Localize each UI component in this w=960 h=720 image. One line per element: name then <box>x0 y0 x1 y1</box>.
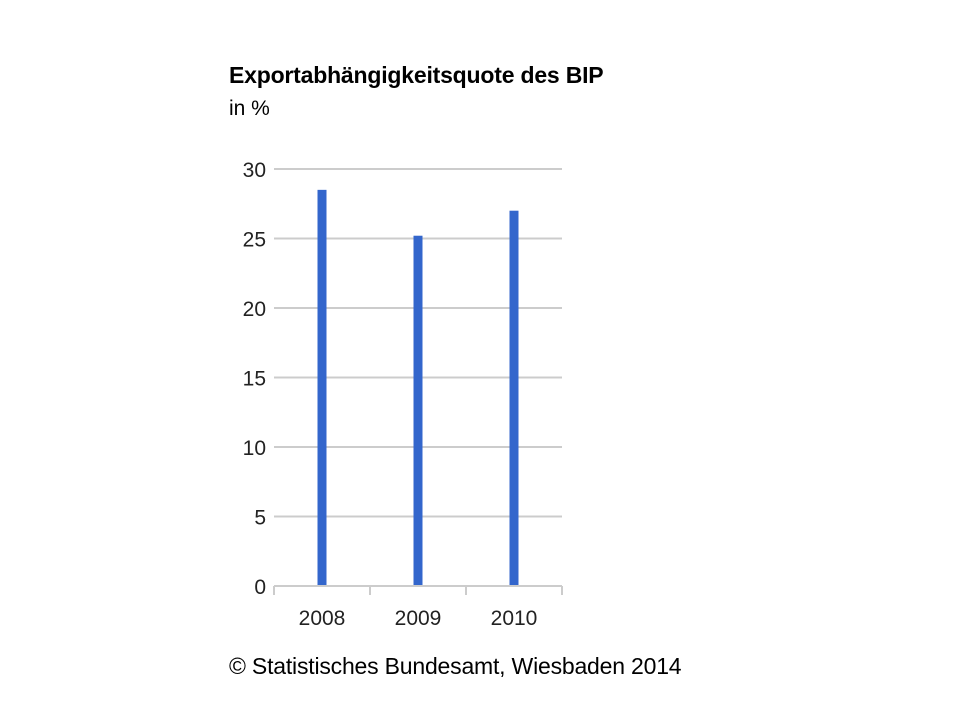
bar-2008 <box>317 189 327 586</box>
source-note: © Statistisches Bundesamt, Wiesbaden 201… <box>229 653 682 679</box>
x-axis: 2008 2009 2010 <box>273 585 563 630</box>
y-tick-label: 10 <box>243 437 266 460</box>
chart-subtitle: in % <box>229 97 270 120</box>
x-tick-label: 2009 <box>395 607 442 630</box>
y-tick-label: 25 <box>243 229 266 252</box>
bars <box>317 189 519 586</box>
y-tick-label: 5 <box>254 507 266 530</box>
bar-2009 <box>413 235 423 586</box>
y-tick-label: 30 <box>243 159 266 182</box>
y-tick-label: 15 <box>243 368 266 391</box>
chart-title: Exportabhängigkeitsquote des BIP <box>229 62 604 88</box>
x-tick-label: 2008 <box>299 607 346 630</box>
x-tick-label: 2010 <box>491 607 538 630</box>
y-tick-label: 0 <box>254 576 266 599</box>
y-axis-ticks: 0 5 10 15 20 25 30 <box>243 159 266 599</box>
bar-2010 <box>509 210 519 586</box>
y-tick-label: 20 <box>243 298 266 321</box>
